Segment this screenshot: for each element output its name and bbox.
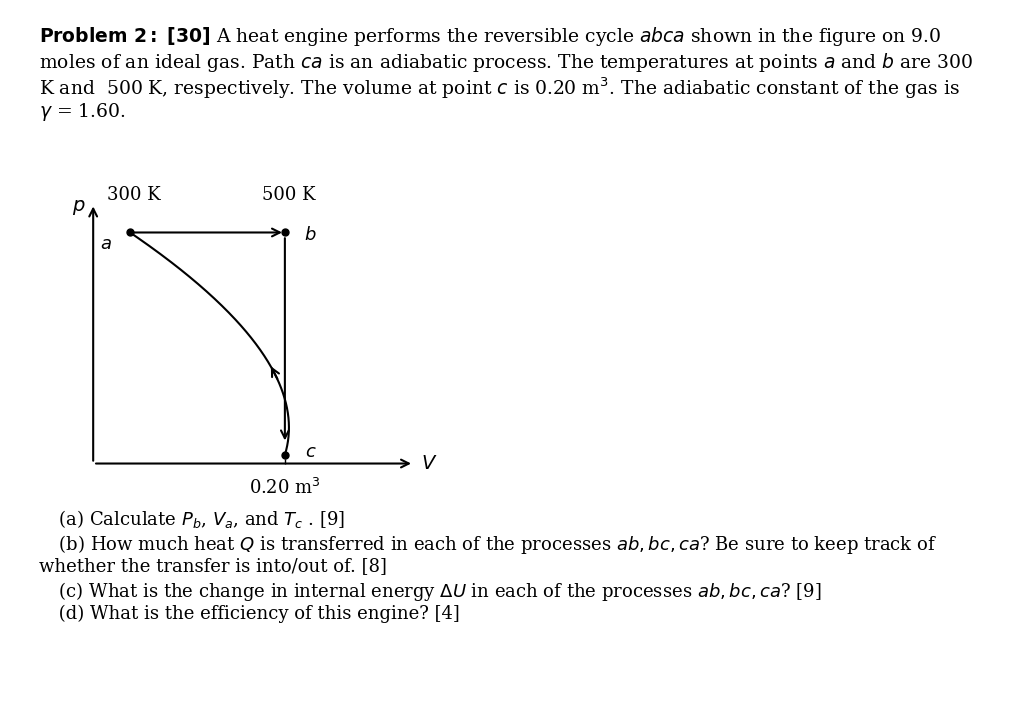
Text: $\mathit{a}$: $\mathit{a}$ [100, 235, 112, 253]
Text: 0.20 m$^3$: 0.20 m$^3$ [249, 478, 321, 498]
Text: moles of an ideal gas. Path $\mathit{ca}$ is an adiabatic process. The temperatu: moles of an ideal gas. Path $\mathit{ca}… [39, 51, 974, 74]
Text: (c) What is the change in internal energy $\Delta U$ in each of the processes $\: (c) What is the change in internal energ… [53, 580, 821, 604]
Text: $V$: $V$ [421, 455, 437, 472]
Text: $\mathit{b}$: $\mathit{b}$ [304, 227, 317, 244]
Text: (a) Calculate $P_b$, $V_a$, and $T_c$ . [9]: (a) Calculate $P_b$, $V_a$, and $T_c$ . … [53, 508, 345, 530]
Text: 500 K: 500 K [262, 186, 315, 204]
Text: $\mathit{c}$: $\mathit{c}$ [305, 443, 316, 461]
Text: (b) How much heat $Q$ is transferred in each of the processes $\mathit{ab, bc, c: (b) How much heat $Q$ is transferred in … [53, 533, 937, 556]
Text: (d) What is the efficiency of this engine? [4]: (d) What is the efficiency of this engin… [53, 605, 460, 623]
Text: $\gamma$ = 1.60.: $\gamma$ = 1.60. [39, 101, 126, 123]
Text: $\mathbf{Problem\ 2:\ [30]}$ A heat engine performs the reversible cycle $\mathi: $\mathbf{Problem\ 2:\ [30]}$ A heat engi… [39, 25, 941, 48]
Text: $p$: $p$ [72, 198, 85, 217]
Text: 300 K: 300 K [106, 186, 161, 204]
Text: whether the transfer is into/out of. [8]: whether the transfer is into/out of. [8] [39, 557, 387, 575]
Text: K and  500 K, respectively. The volume at point $\mathit{c}$ is 0.20 m$^3$. The : K and 500 K, respectively. The volume at… [39, 76, 959, 101]
